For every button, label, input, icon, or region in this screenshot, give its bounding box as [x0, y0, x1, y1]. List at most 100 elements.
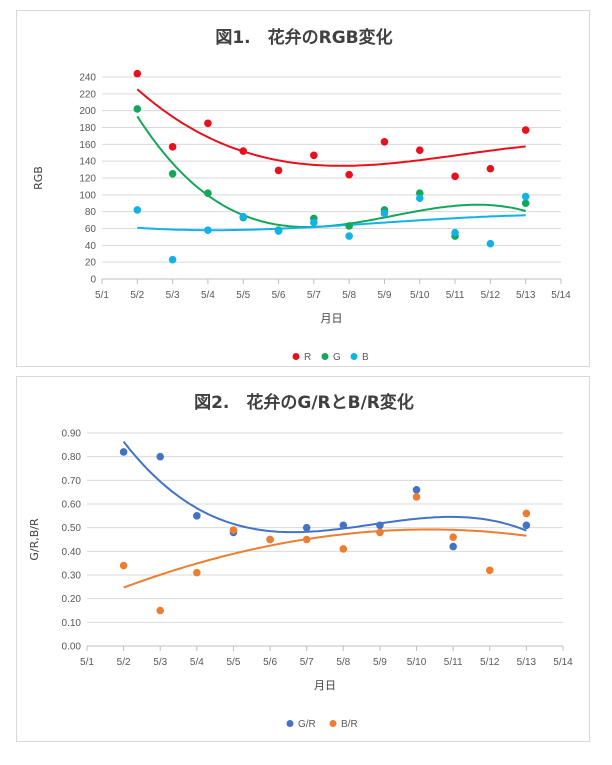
point-b: [239, 212, 248, 221]
y-tick-label: 40: [85, 241, 97, 252]
y-tick-label: 220: [79, 89, 96, 100]
x-tick-label: 5/9: [373, 657, 387, 668]
point-g-r: [376, 521, 384, 530]
y-tick-label: 0.30: [62, 571, 82, 582]
legend-marker: [321, 353, 329, 360]
x-tick-label: 5/10: [407, 657, 427, 668]
point-b-r: [302, 535, 311, 544]
point-b: [310, 218, 318, 227]
legend-marker: [286, 720, 294, 727]
point-r: [486, 164, 495, 173]
trendline-g-r: [122, 440, 527, 534]
point-g-r: [412, 486, 421, 494]
point-r: [274, 166, 283, 175]
y-tick-label: 0.40: [62, 547, 82, 558]
x-tick-label: 5/7: [307, 290, 321, 301]
y-tick-label: 120: [79, 174, 96, 185]
point-r: [345, 170, 353, 179]
y-tick-label: 240: [79, 73, 96, 84]
point-b: [133, 206, 142, 214]
point-b: [451, 228, 459, 237]
legend-label: G/R: [298, 719, 316, 730]
point-g: [345, 222, 353, 230]
point-r: [204, 119, 212, 128]
x-tick-label: 5/8: [342, 290, 356, 301]
point-b-r: [449, 533, 457, 541]
point-b-r: [193, 568, 201, 577]
point-b-r: [485, 566, 494, 575]
x-tick-label: 5/6: [263, 657, 277, 668]
point-b-r: [376, 528, 384, 537]
point-b-r: [229, 526, 238, 534]
x-axis-title: 月日: [314, 679, 336, 692]
legend-label: R: [304, 352, 311, 363]
point-b-r: [412, 493, 421, 501]
legend-label: B: [362, 352, 369, 363]
point-r: [239, 147, 248, 155]
x-tick-label: 5/6: [272, 290, 286, 301]
point-g: [168, 169, 177, 178]
x-tick-label: 5/2: [130, 290, 144, 301]
point-g-r: [119, 448, 128, 456]
point-g-r: [302, 523, 311, 532]
x-tick-label: 5/12: [480, 657, 500, 668]
y-tick-label: 200: [79, 106, 96, 117]
point-b: [380, 209, 389, 218]
x-tick-label: 5/8: [336, 657, 350, 668]
x-tick-label: 5/4: [201, 290, 215, 301]
y-tick-label: 160: [79, 140, 96, 151]
trendline-g: [136, 115, 526, 228]
point-b-r: [119, 561, 128, 570]
y-tick-label: 0.70: [62, 476, 82, 487]
y-tick-label: 80: [85, 207, 97, 218]
chart-ratio: 図2. 花弁のG/RとB/R変化 0.00 0.10 0.20 0.30 0.40 0.50…: [28, 392, 573, 730]
trendline-r: [136, 88, 526, 167]
point-b-r: [522, 509, 531, 518]
legend-label: B/R: [341, 719, 358, 730]
point-b: [415, 194, 424, 202]
y-tick-label: 0.20: [62, 594, 82, 605]
y-tick-label: 60: [85, 224, 97, 235]
point-g-r: [193, 512, 201, 520]
point-g-r: [449, 542, 457, 551]
x-tick-label: 5/14: [551, 290, 571, 301]
x-tick-label: 5/7: [300, 657, 314, 668]
legend-marker: [350, 353, 358, 360]
point-b-r: [266, 535, 274, 544]
x-tick-label: 5/13: [517, 657, 537, 668]
y-tick-label: 140: [79, 157, 96, 168]
y-tick-label: 0.10: [62, 618, 82, 629]
y-tick-label: 0.80: [62, 452, 82, 463]
trendline-b-r: [123, 528, 527, 589]
point-g: [204, 189, 212, 197]
point-g-r: [156, 452, 165, 461]
point-r: [451, 172, 459, 181]
x-tick-label: 5/14: [553, 657, 573, 668]
chart-panel-ratio: 図2. 花弁のG/RとB/R変化 0.00 0.10 0.20 0.30 0.40 0.50…: [16, 376, 590, 742]
point-b-r: [156, 606, 165, 615]
point-b-r: [339, 545, 348, 553]
x-tick-label: 5/5: [236, 290, 250, 301]
x-tick-label: 5/12: [481, 290, 501, 301]
legend-marker: [329, 720, 337, 727]
y-tick-label: 20: [85, 258, 97, 269]
x-tick-label: 5/5: [227, 657, 241, 668]
x-tick-label: 5/2: [117, 657, 131, 668]
point-r: [415, 146, 424, 155]
x-tick-label: 5/1: [80, 657, 94, 668]
y-axis-title: G/R,B/R: [28, 518, 41, 561]
point-r: [133, 69, 142, 78]
y-tick-label: 0.90: [62, 429, 82, 440]
x-tick-label: 5/10: [410, 290, 430, 301]
y-tick-label: 0.00: [62, 642, 82, 653]
chart-panel-rgb: 図1. 花弁のRGB変化 0 20 40 60 80 100 120 140 160 180 200 2…: [16, 10, 590, 367]
y-tick-label: 0.50: [62, 523, 82, 534]
point-b: [521, 192, 530, 201]
point-b: [168, 255, 177, 264]
x-tick-label: 5/11: [446, 290, 465, 301]
y-tick-label: 100: [79, 190, 96, 201]
point-r: [521, 126, 530, 134]
x-tick-label: 5/11: [444, 657, 463, 668]
point-r: [380, 138, 389, 146]
point-g: [133, 105, 142, 113]
